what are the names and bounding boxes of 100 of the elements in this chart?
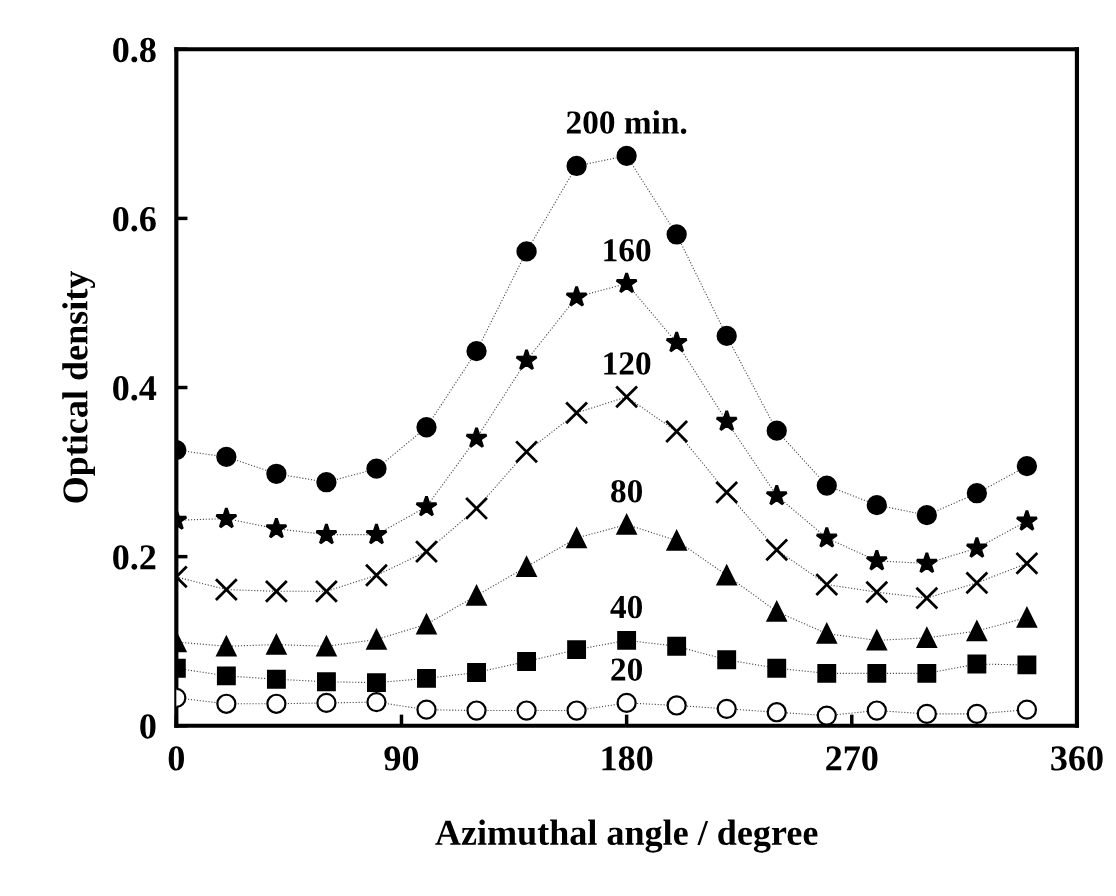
point — [615, 271, 638, 294]
point — [965, 536, 989, 558]
point — [765, 483, 789, 506]
point — [266, 693, 287, 714]
point — [216, 693, 237, 714]
series-label: 120 — [604, 352, 651, 375]
point — [366, 691, 387, 713]
point — [466, 700, 487, 721]
series-label: 20 — [611, 658, 643, 681]
point — [466, 341, 487, 362]
point — [216, 636, 237, 657]
point — [716, 325, 737, 347]
point — [316, 472, 337, 493]
point — [366, 458, 387, 479]
point — [766, 702, 787, 723]
point — [865, 549, 889, 571]
point — [966, 620, 988, 642]
point — [514, 439, 539, 464]
point — [316, 636, 337, 657]
point — [266, 463, 287, 484]
point — [316, 672, 336, 692]
series-label: 80 — [611, 479, 643, 503]
point — [915, 551, 939, 574]
point — [717, 650, 737, 670]
point — [516, 241, 537, 262]
point — [667, 636, 687, 656]
point — [515, 348, 538, 371]
point — [614, 385, 639, 409]
point — [566, 700, 587, 721]
point — [366, 629, 387, 650]
point — [416, 417, 437, 438]
point — [616, 145, 637, 166]
point — [815, 526, 839, 548]
point — [1016, 699, 1038, 720]
point — [617, 630, 637, 650]
point — [666, 695, 687, 716]
point — [666, 224, 687, 245]
point — [417, 668, 436, 688]
point — [266, 669, 286, 689]
point — [814, 572, 839, 597]
point — [767, 658, 787, 678]
point — [416, 614, 437, 635]
point — [566, 155, 587, 177]
series-label: 160 — [604, 238, 651, 262]
point — [216, 666, 236, 686]
point — [516, 556, 537, 577]
point — [215, 506, 238, 529]
point — [867, 663, 887, 683]
point — [1015, 509, 1039, 531]
point — [364, 563, 389, 588]
point — [464, 496, 489, 521]
point — [666, 530, 687, 551]
point — [567, 640, 587, 660]
point — [565, 285, 588, 307]
y-tick-label: 0.6 — [113, 206, 156, 232]
point — [367, 673, 386, 693]
x-tick-label: 360 — [1051, 746, 1103, 771]
point — [316, 692, 337, 714]
point — [414, 539, 439, 564]
x-tick-label: 180 — [602, 746, 653, 771]
point — [467, 663, 486, 682]
point — [517, 652, 537, 671]
point — [714, 480, 739, 505]
point — [664, 419, 689, 444]
point — [866, 630, 887, 651]
point — [315, 522, 338, 545]
point — [766, 601, 787, 622]
point — [264, 579, 289, 604]
point — [665, 330, 688, 353]
point — [715, 409, 738, 432]
point — [616, 514, 637, 535]
point — [266, 634, 287, 655]
point — [1017, 655, 1037, 675]
point — [1016, 607, 1038, 628]
point — [917, 663, 937, 683]
point — [1015, 551, 1039, 576]
point — [465, 426, 488, 449]
point — [766, 420, 787, 441]
point — [416, 699, 437, 720]
point — [916, 505, 937, 526]
point — [214, 577, 239, 602]
y-tick-label: 0.4 — [113, 376, 157, 401]
x-tick-label: 270 — [826, 746, 878, 771]
point — [966, 483, 988, 504]
point — [564, 401, 589, 425]
point — [916, 627, 937, 648]
y-tick-label: 0 — [140, 714, 156, 739]
point — [716, 698, 737, 719]
y-axis-title: Optical density — [62, 271, 96, 503]
point — [616, 692, 637, 714]
y-tick-label: 0.2 — [113, 545, 156, 570]
point — [216, 446, 237, 467]
point — [415, 494, 438, 517]
point — [816, 623, 837, 644]
point — [865, 580, 889, 604]
point — [516, 700, 537, 721]
point — [866, 494, 887, 516]
x-axis-title: Azimuthal angle / degree — [435, 819, 818, 853]
point — [916, 703, 937, 725]
point — [466, 585, 487, 606]
